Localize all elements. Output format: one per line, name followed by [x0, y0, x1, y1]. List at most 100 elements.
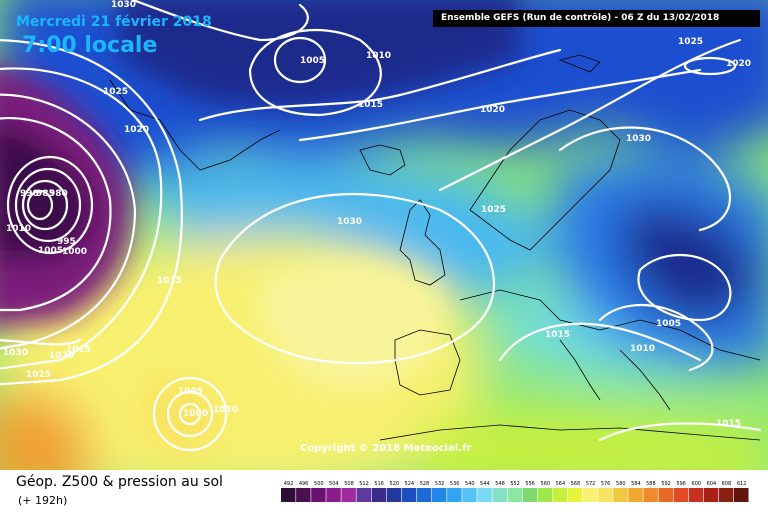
legend-swatch [492, 488, 507, 502]
legend-value: 508 [344, 481, 354, 487]
isobar-low-ring-2 [21, 179, 69, 231]
legend-value: 568 [571, 481, 581, 487]
legend-swatch [447, 488, 462, 502]
legend-value: 496 [299, 481, 309, 487]
legend-swatch [326, 488, 341, 502]
isobar-label: 1030 [626, 134, 651, 144]
isobar-south-west [0, 338, 82, 346]
legend-swatch [356, 488, 371, 502]
isobar-label: 1005 [656, 319, 681, 329]
legend-swatch [371, 488, 387, 502]
isobar-label: 1000 [183, 409, 208, 419]
legend-value: 500 [314, 481, 324, 487]
isobar-1005-east [637, 253, 732, 322]
legend-value: 532 [435, 481, 445, 487]
isobar-label: 995 [57, 237, 76, 247]
coastlines [109, 54, 761, 441]
legend-swatch [296, 488, 311, 502]
legend-value: 592 [661, 481, 671, 487]
legend-swatch [703, 488, 719, 502]
isobar-low-ring-3 [14, 167, 82, 243]
copyright: Copyright © 2018 Meteociel.fr [300, 443, 472, 454]
isobar-1030-top [130, 0, 309, 42]
legend-swatch [552, 488, 568, 502]
legend-value: 572 [586, 481, 596, 487]
legend-value: 512 [359, 481, 369, 487]
isobar-label: 1000 [62, 247, 87, 257]
isobar-label: 1020 [480, 105, 505, 115]
legend-value: 556 [525, 481, 535, 487]
isobar-1015-south-east [598, 422, 762, 442]
legend-value: 540 [465, 481, 475, 487]
isobar-label: 1025 [103, 87, 128, 97]
isobar-1025-atlantic [0, 39, 183, 386]
legend-swatch [281, 488, 296, 502]
coast-iberia [394, 329, 461, 396]
legend-value: 596 [676, 481, 686, 487]
variable-title: Géop. Z500 & pression au sol [16, 474, 223, 490]
isobar-label: 980 [49, 189, 68, 199]
isobar-azores-1005 [166, 390, 214, 438]
legend-value: 584 [631, 481, 641, 487]
legend-swatch [537, 488, 553, 502]
legend-swatch [341, 488, 356, 502]
coast-svalbard [558, 54, 601, 73]
legend-swatch [462, 488, 477, 502]
isobar-label: 1020 [49, 351, 74, 361]
legend-value: 536 [450, 481, 460, 487]
field-navy-greenland [120, 0, 520, 110]
legend-swatch [401, 488, 417, 502]
legend-value: 492 [284, 481, 294, 487]
legend-swatch [386, 488, 402, 502]
isobar-label: 1005 [300, 56, 325, 66]
isobar-1020-north [298, 68, 702, 142]
coast-italy [559, 339, 601, 401]
isobar-azores-1010 [152, 376, 228, 452]
field-navy-east-trough [618, 203, 760, 323]
legend-value: 580 [616, 481, 626, 487]
legend-value: 600 [692, 481, 702, 487]
legend-value: 516 [374, 481, 384, 487]
isobar-1030-high [214, 192, 495, 365]
isobar-1015-east [498, 322, 702, 362]
coast-north-africa [379, 424, 761, 441]
legend-value: 548 [495, 481, 505, 487]
legend-value: 552 [510, 481, 520, 487]
legend-swatch [734, 488, 749, 502]
legend-swatch [628, 488, 643, 502]
legend-swatch [477, 488, 492, 502]
field-orange-sw [0, 392, 90, 470]
legend-swatch [507, 488, 522, 502]
isobar-label: 1020 [726, 59, 751, 69]
coast-balkans [619, 349, 671, 411]
legend-swatch [583, 488, 598, 502]
forecast-time: 7:00 locale [22, 33, 158, 58]
legend-swatch [643, 488, 658, 502]
isobar-label: 985 [36, 189, 55, 199]
isobar-low-ring-1 [26, 189, 54, 221]
isobar-label: 1015 [66, 345, 91, 355]
weather-map: 1030102510209909859801010100599510001015… [0, 0, 768, 470]
isobar-label: 1030 [111, 0, 136, 10]
isobar-1020-top-right [683, 56, 737, 76]
coast-iceland [359, 144, 406, 176]
isobar-label: 1010 [213, 405, 238, 415]
forecast-range: (+ 192h) [18, 494, 68, 507]
legend-value: 544 [480, 481, 490, 487]
isobar-low-ring-4 [6, 155, 94, 255]
isobar-label: 1025 [481, 205, 506, 215]
isobar-low-ring-6 [0, 93, 137, 350]
legend-swatch [567, 488, 583, 502]
legend-swatch [718, 488, 734, 502]
isobar-greenland-low [273, 36, 327, 84]
legend-swatch [658, 488, 673, 502]
isobar-1030-scandinavia [558, 126, 732, 232]
legend-swatch [598, 488, 613, 502]
isobar-label: 1020 [124, 125, 149, 135]
field-cyan-band [140, 159, 560, 300]
legend-swatch [416, 488, 432, 502]
coast-mainland-europe [459, 289, 761, 361]
legend-value: 564 [556, 481, 566, 487]
isobar-1020-atlantic [0, 67, 163, 370]
